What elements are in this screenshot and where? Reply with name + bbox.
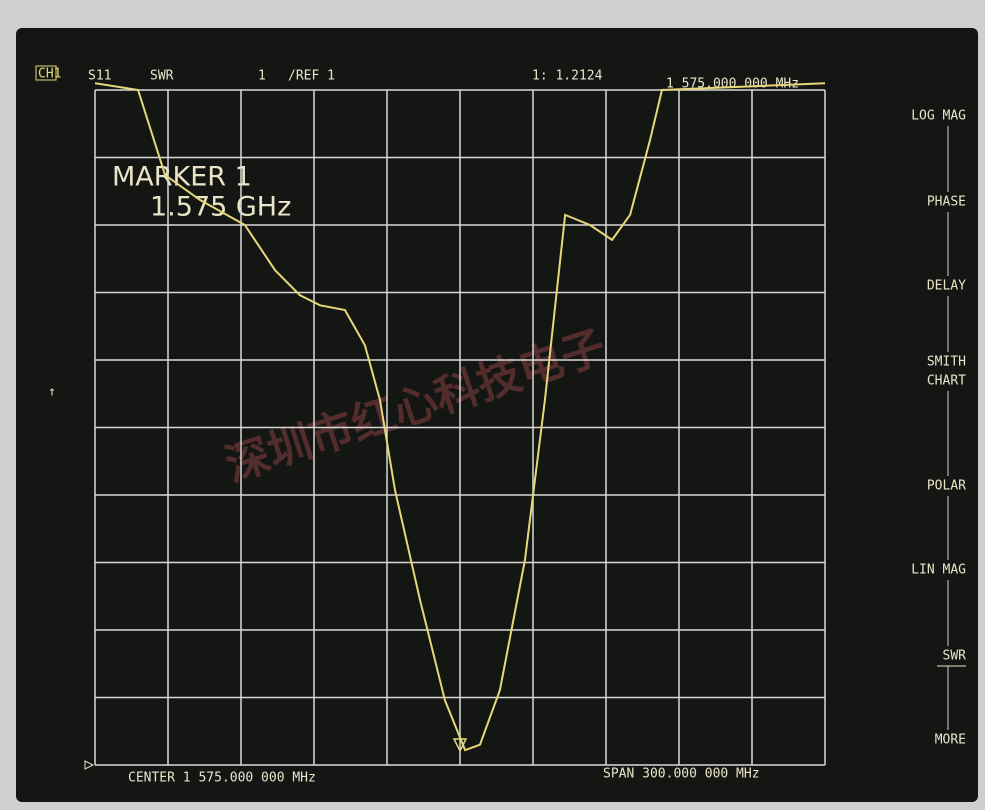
analyzer-screen: CH1 S11 SWR 1 /REF 1 1: 1.2124 1 575.000… bbox=[0, 0, 985, 806]
softkey[interactable]: SWR bbox=[943, 649, 967, 664]
format: SWR bbox=[150, 69, 174, 84]
parameter: S11 bbox=[88, 69, 111, 84]
softkey[interactable]: CHART bbox=[927, 374, 966, 389]
softkey[interactable]: PHASE bbox=[927, 195, 966, 210]
span: SPAN 300.000 000 MHz bbox=[603, 767, 760, 782]
scale: 1 bbox=[258, 69, 266, 84]
softkey[interactable]: POLAR bbox=[927, 479, 966, 494]
marker-readout: 1: 1.2124 bbox=[532, 69, 603, 84]
screen-bezel bbox=[16, 28, 978, 802]
center-frequency: CENTER 1 575.000 000 MHz bbox=[128, 771, 316, 786]
softkey[interactable]: SMITH bbox=[927, 355, 966, 370]
ref-arrow: ↑ bbox=[48, 385, 56, 400]
channel: CH1 bbox=[38, 67, 61, 82]
softkey[interactable]: DELAY bbox=[927, 279, 966, 294]
page: CH1 S11 SWR 1 /REF 1 1: 1.2124 1 575.000… bbox=[0, 0, 985, 806]
marker-value: 1.575 GHz bbox=[150, 192, 291, 223]
softkey[interactable]: LOG MAG bbox=[911, 109, 966, 124]
softkey[interactable]: MORE bbox=[935, 733, 966, 748]
reference: /REF 1 bbox=[288, 69, 335, 84]
softkey[interactable]: LIN MAG bbox=[911, 563, 966, 578]
